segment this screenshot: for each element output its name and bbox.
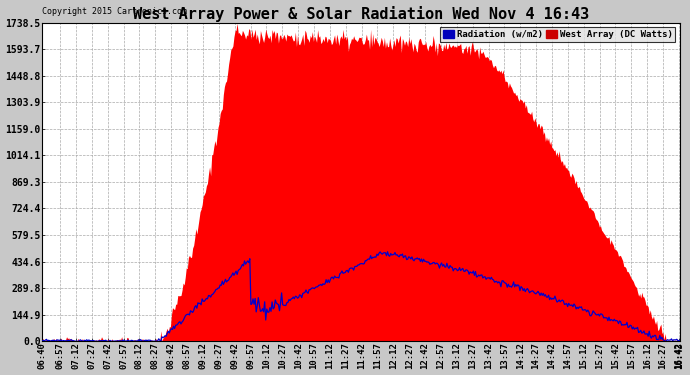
Text: Copyright 2015 Cartronics.com: Copyright 2015 Cartronics.com — [42, 8, 187, 16]
Title: West Array Power & Solar Radiation Wed Nov 4 16:43: West Array Power & Solar Radiation Wed N… — [133, 6, 589, 21]
Legend: Radiation (w/m2), West Array (DC Watts): Radiation (w/m2), West Array (DC Watts) — [440, 27, 676, 42]
